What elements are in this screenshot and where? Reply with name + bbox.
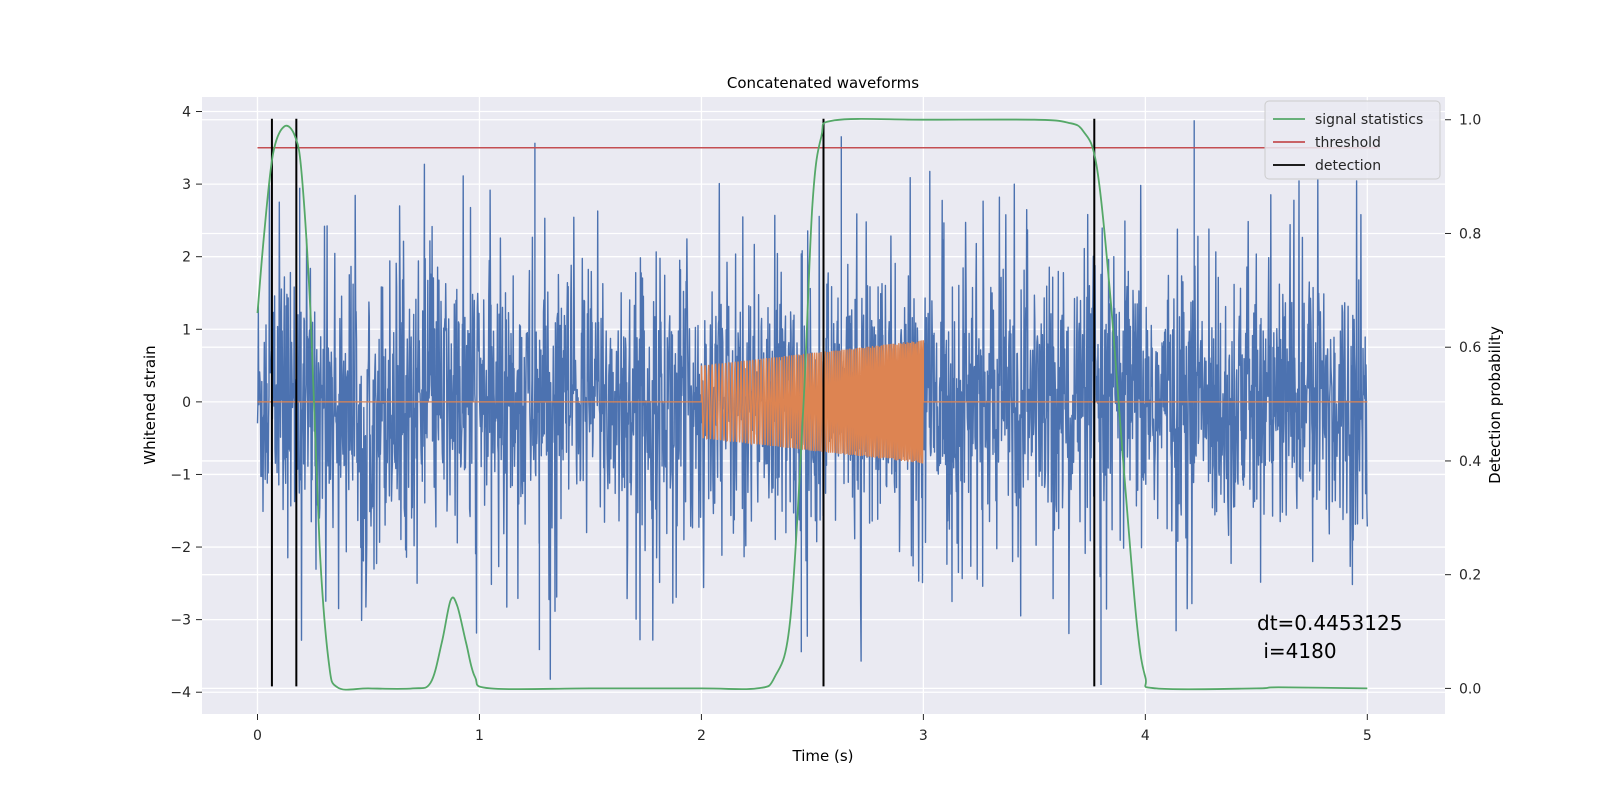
annotation-dt: dt=0.4453125 [1257, 611, 1402, 635]
annotation-i: i=4180 [1257, 639, 1337, 663]
y-tick-label: 3 [182, 177, 191, 193]
axes: 0 1 2 3 4 5 −4 −3 −2 −1 0 1 2 3 4 0.0 0.2 0.4 0.6 0.8 1.0 [170, 105, 1481, 744]
x-tick-label: 4 [1141, 728, 1150, 744]
y-tick-label: −1 [170, 467, 191, 483]
y-tick-label: −3 [170, 613, 191, 629]
x-tick-label: 2 [697, 728, 706, 744]
y2-tick-label: 0.4 [1459, 454, 1481, 470]
legend: signal statistics threshold detection [1264, 100, 1441, 180]
y-tick-label: 2 [182, 250, 191, 266]
y2-tick-label: 0.6 [1459, 340, 1481, 356]
legend-label-signal-statistics: signal statistics [1315, 112, 1423, 128]
y-tick-label: −4 [170, 685, 191, 701]
signal-statistics-line [256, 118, 1368, 691]
y2-tick-label: 1.0 [1459, 113, 1481, 129]
y2-axis-label: Detection probability [1486, 326, 1504, 484]
legend-label-detection: detection [1315, 158, 1381, 174]
plot-layer [256, 118, 1379, 691]
y-tick-label: 1 [182, 322, 191, 338]
x-tick-label: 1 [475, 728, 484, 744]
legend-box [1264, 100, 1441, 180]
y2-tick-label: 0.0 [1459, 681, 1481, 697]
y-tick-label: 0 [182, 395, 191, 411]
chirp-signal-line [257, 340, 1368, 464]
x-tick-label: 3 [919, 728, 928, 744]
y-tick-label: 4 [182, 105, 191, 121]
x-tick-label: 5 [1363, 728, 1372, 744]
x-axis-label: Time (s) [792, 747, 854, 765]
y2-tick-label: 0.8 [1459, 226, 1481, 242]
y2-tick-label: 0.2 [1459, 568, 1481, 584]
y-axis-label: Whitened strain [141, 345, 159, 464]
legend-label-threshold: threshold [1315, 135, 1381, 151]
y-tick-label: −2 [170, 540, 191, 556]
chart-title: Concatenated waveforms [727, 74, 919, 92]
x-tick-label: 0 [253, 728, 262, 744]
